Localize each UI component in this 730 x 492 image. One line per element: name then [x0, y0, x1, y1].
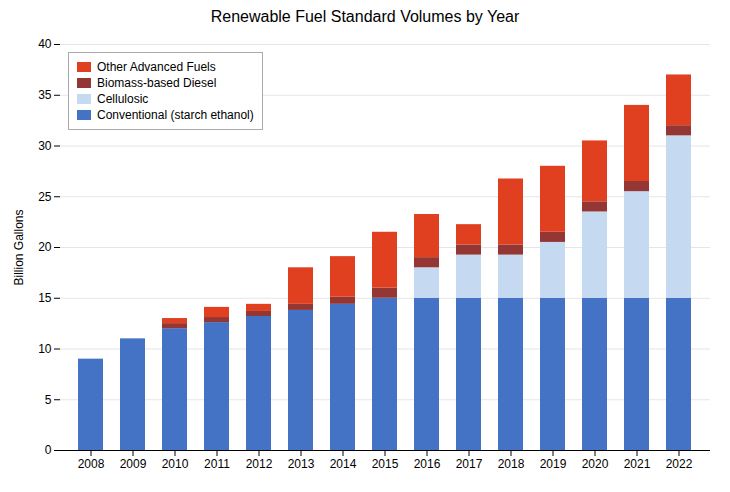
svg-text:30: 30	[38, 139, 52, 153]
svg-text:2016: 2016	[414, 457, 441, 471]
svg-text:2021: 2021	[624, 457, 651, 471]
svg-text:5: 5	[45, 393, 52, 407]
html-text:Renewable Fuel Standard Volume: Renewable Fuel Standard Volumes by Year	[210, 8, 520, 25]
html-text:Biomass-based Diesel: Biomass-based Diesel	[97, 76, 217, 90]
svg-text:2015: 2015	[372, 457, 399, 471]
svg-text:2017: 2017	[456, 457, 483, 471]
svg-text:2013: 2013	[288, 457, 315, 471]
svg-text:35: 35	[38, 88, 52, 102]
svg-text:2019: 2019	[540, 457, 567, 471]
svg-text:10: 10	[38, 342, 52, 356]
svg-text:0: 0	[45, 443, 52, 457]
svg-text:20: 20	[38, 240, 52, 254]
html-text:Cellulosic: Cellulosic	[97, 92, 149, 106]
svg-text:2011: 2011	[204, 457, 230, 471]
svg-text:2009: 2009	[120, 457, 147, 471]
svg-text:2012: 2012	[246, 457, 273, 471]
svg-text:2010: 2010	[162, 457, 189, 471]
svg-text:2008: 2008	[78, 457, 105, 471]
html-text:Other Advanced Fuels: Other Advanced Fuels	[97, 60, 216, 74]
svg-text:40: 40	[38, 37, 52, 51]
svg-text:2014: 2014	[330, 457, 357, 471]
svg-text:2018: 2018	[498, 457, 525, 471]
svg-text:2022: 2022	[666, 457, 693, 471]
svg-text:2020: 2020	[582, 457, 609, 471]
svg-text:15: 15	[38, 291, 52, 305]
svg-text:25: 25	[38, 190, 52, 204]
svg-text:Billion Gallons: Billion Gallons	[12, 209, 26, 285]
html-text:Conventional (starch ethanol): Conventional (starch ethanol)	[97, 108, 254, 122]
